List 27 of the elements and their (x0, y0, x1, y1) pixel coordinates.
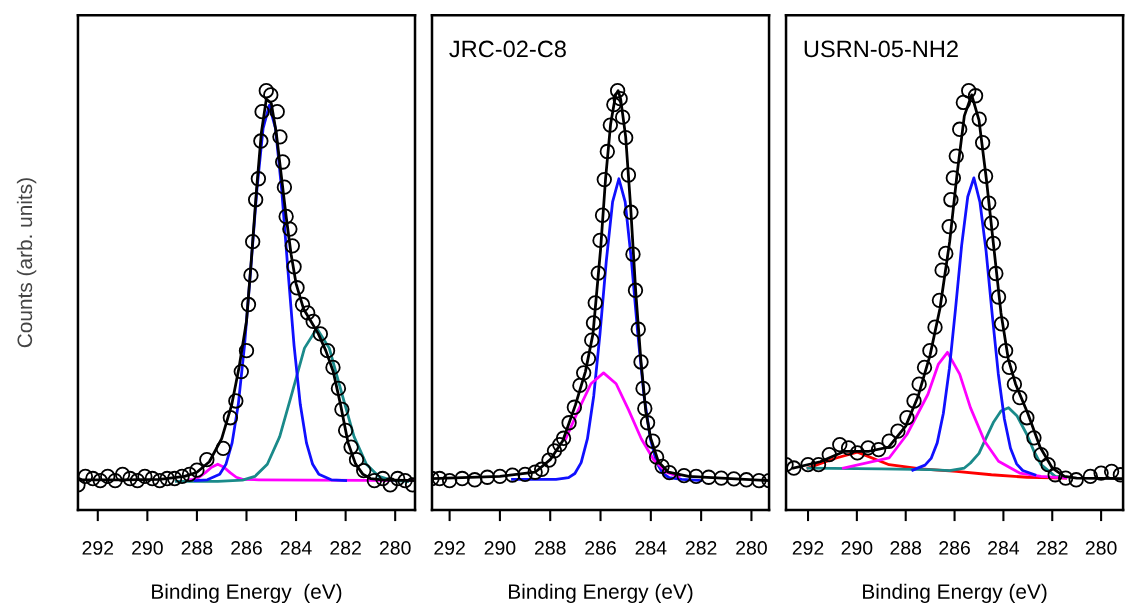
x-tick-label: 286 (585, 541, 616, 555)
x-tick-label: 282 (685, 541, 717, 555)
x-tick-label: 292 (82, 541, 114, 555)
x-tick-label: 286 (939, 541, 970, 555)
x-axis-title: Binding Energy (eV) (509, 583, 693, 604)
x-tick-label: 280 (736, 541, 767, 555)
x-tick-label: 292 (434, 541, 465, 555)
x-tick-label: 292 (792, 541, 824, 555)
x-axis-title: Binding Energy (eV) (152, 583, 342, 604)
x-tick-label: 284 (635, 541, 667, 555)
x-tick-label: 280 (379, 541, 411, 555)
chart-title: JRC-02-C8 (449, 40, 566, 58)
x-tick-label: 288 (181, 541, 213, 555)
y-axis-title: Counts (arb. units) (16, 178, 37, 348)
chart-title: USRN-05-NH2 (804, 40, 958, 58)
x-tick-label: 284 (280, 541, 312, 555)
x-tick-label: 290 (484, 541, 516, 555)
x-axis-title: Binding Energy (eV) (863, 583, 1047, 604)
x-tick-label: 280 (1085, 541, 1117, 555)
x-tick-label: 288 (890, 541, 922, 555)
x-tick-label: 290 (841, 541, 873, 555)
x-tick-label: 284 (988, 541, 1020, 555)
x-tick-label: 290 (132, 541, 163, 555)
x-tick-label: 282 (330, 541, 361, 555)
x-tick-label: 282 (1037, 541, 1068, 555)
x-tick-label: 286 (231, 541, 262, 555)
x-tick-label: 288 (534, 541, 566, 555)
